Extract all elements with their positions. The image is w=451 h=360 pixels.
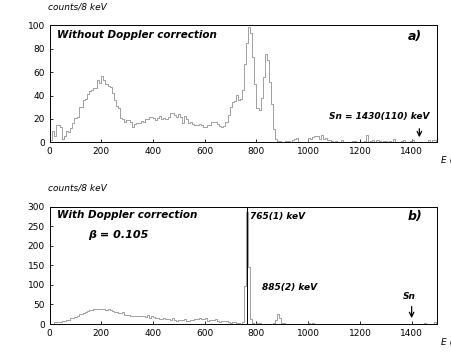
Text: 765(1) keV: 765(1) keV — [250, 212, 305, 221]
Text: Without Doppler correction: Without Doppler correction — [57, 30, 217, 40]
Text: b): b) — [407, 210, 422, 223]
Text: 885(2) keV: 885(2) keV — [262, 283, 317, 292]
Text: β = 0.105: β = 0.105 — [88, 230, 149, 240]
Text: a): a) — [408, 30, 422, 43]
Text: counts/8 keV: counts/8 keV — [48, 184, 106, 193]
Text: Sn = 1430(110) keV: Sn = 1430(110) keV — [329, 112, 429, 121]
Text: With Doppler correction: With Doppler correction — [57, 210, 198, 220]
Text: counts/8 keV: counts/8 keV — [48, 2, 106, 11]
Text: E (keV): E (keV) — [442, 338, 451, 347]
Text: Sn: Sn — [403, 292, 415, 301]
Text: E (keV): E (keV) — [442, 157, 451, 166]
